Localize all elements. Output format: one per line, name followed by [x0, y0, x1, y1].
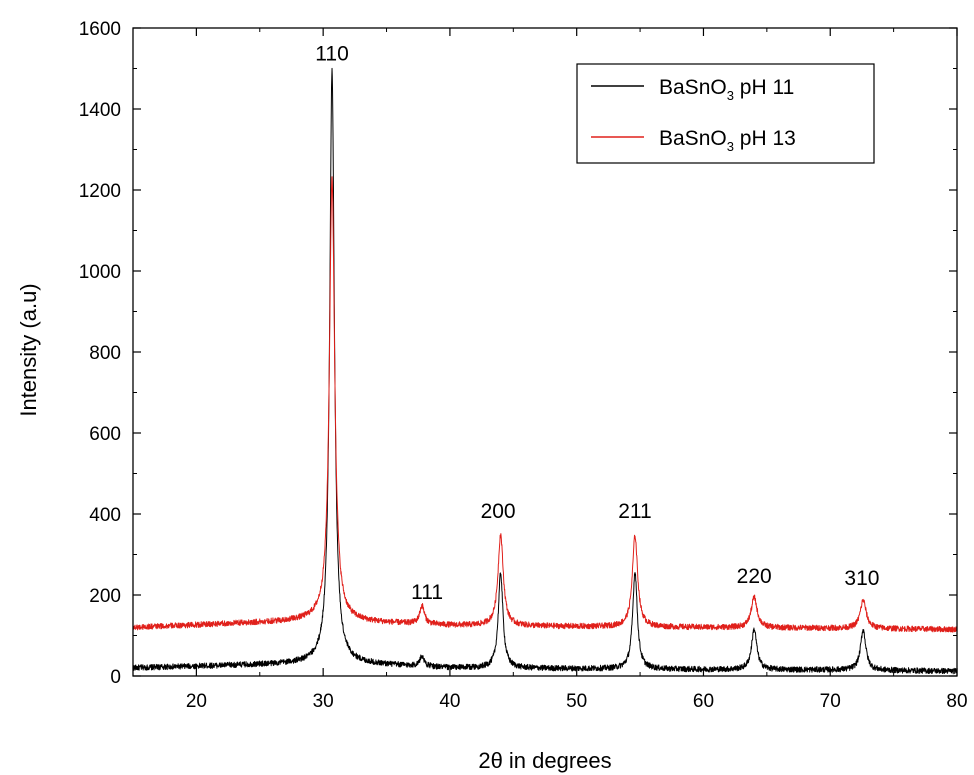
series-line-1	[132, 67, 958, 675]
x-tick-label-40: 40	[439, 691, 460, 712]
x-axis-label: 2θ in degrees	[478, 748, 611, 773]
y-axis-label: Intensity (a.u)	[16, 283, 41, 416]
y-tick-label-800: 800	[89, 343, 121, 364]
x-tick-label-80: 80	[946, 691, 967, 712]
y-tick-label-400: 400	[89, 505, 121, 526]
x-tick-label-60: 60	[693, 691, 714, 712]
series-line-2	[132, 176, 958, 633]
peak-label-211: 211	[618, 500, 651, 523]
tick-layer: 20 30 40 50 60 70 8002004006008001000120014001…	[79, 19, 968, 712]
y-tick-label-1200: 1200	[79, 181, 121, 202]
x-tick-label-70: 70	[820, 691, 841, 712]
peak-label-111: 111	[411, 581, 443, 604]
legend-label-2: BaSnO3 pH 13	[659, 127, 796, 154]
y-tick-label-200: 200	[89, 586, 121, 607]
y-tick-label-600: 600	[89, 424, 121, 445]
peak-label-200: 200	[481, 500, 516, 523]
legend-label-1: BaSnO3 pH 11	[659, 76, 794, 103]
peak-label-110: 110	[315, 42, 348, 65]
annotation-layer: 110 111 200 211 220 310	[315, 42, 879, 604]
x-tick-label-20: 20	[186, 691, 207, 712]
y-tick-label-0: 0	[110, 667, 121, 688]
x-tick-label-50: 50	[566, 691, 587, 712]
y-tick-label-1400: 1400	[79, 100, 121, 121]
peak-label-310: 310	[844, 567, 879, 590]
y-tick-label-1600: 1600	[79, 19, 121, 40]
y-tick-label-1000: 1000	[79, 262, 121, 283]
legend: BaSnO3 pH 11 BaSnO3 pH 13	[576, 63, 875, 164]
legend-box	[576, 63, 875, 164]
x-tick-label-30: 30	[313, 691, 334, 712]
peak-label-220: 220	[737, 565, 772, 588]
series-layer	[132, 67, 958, 675]
